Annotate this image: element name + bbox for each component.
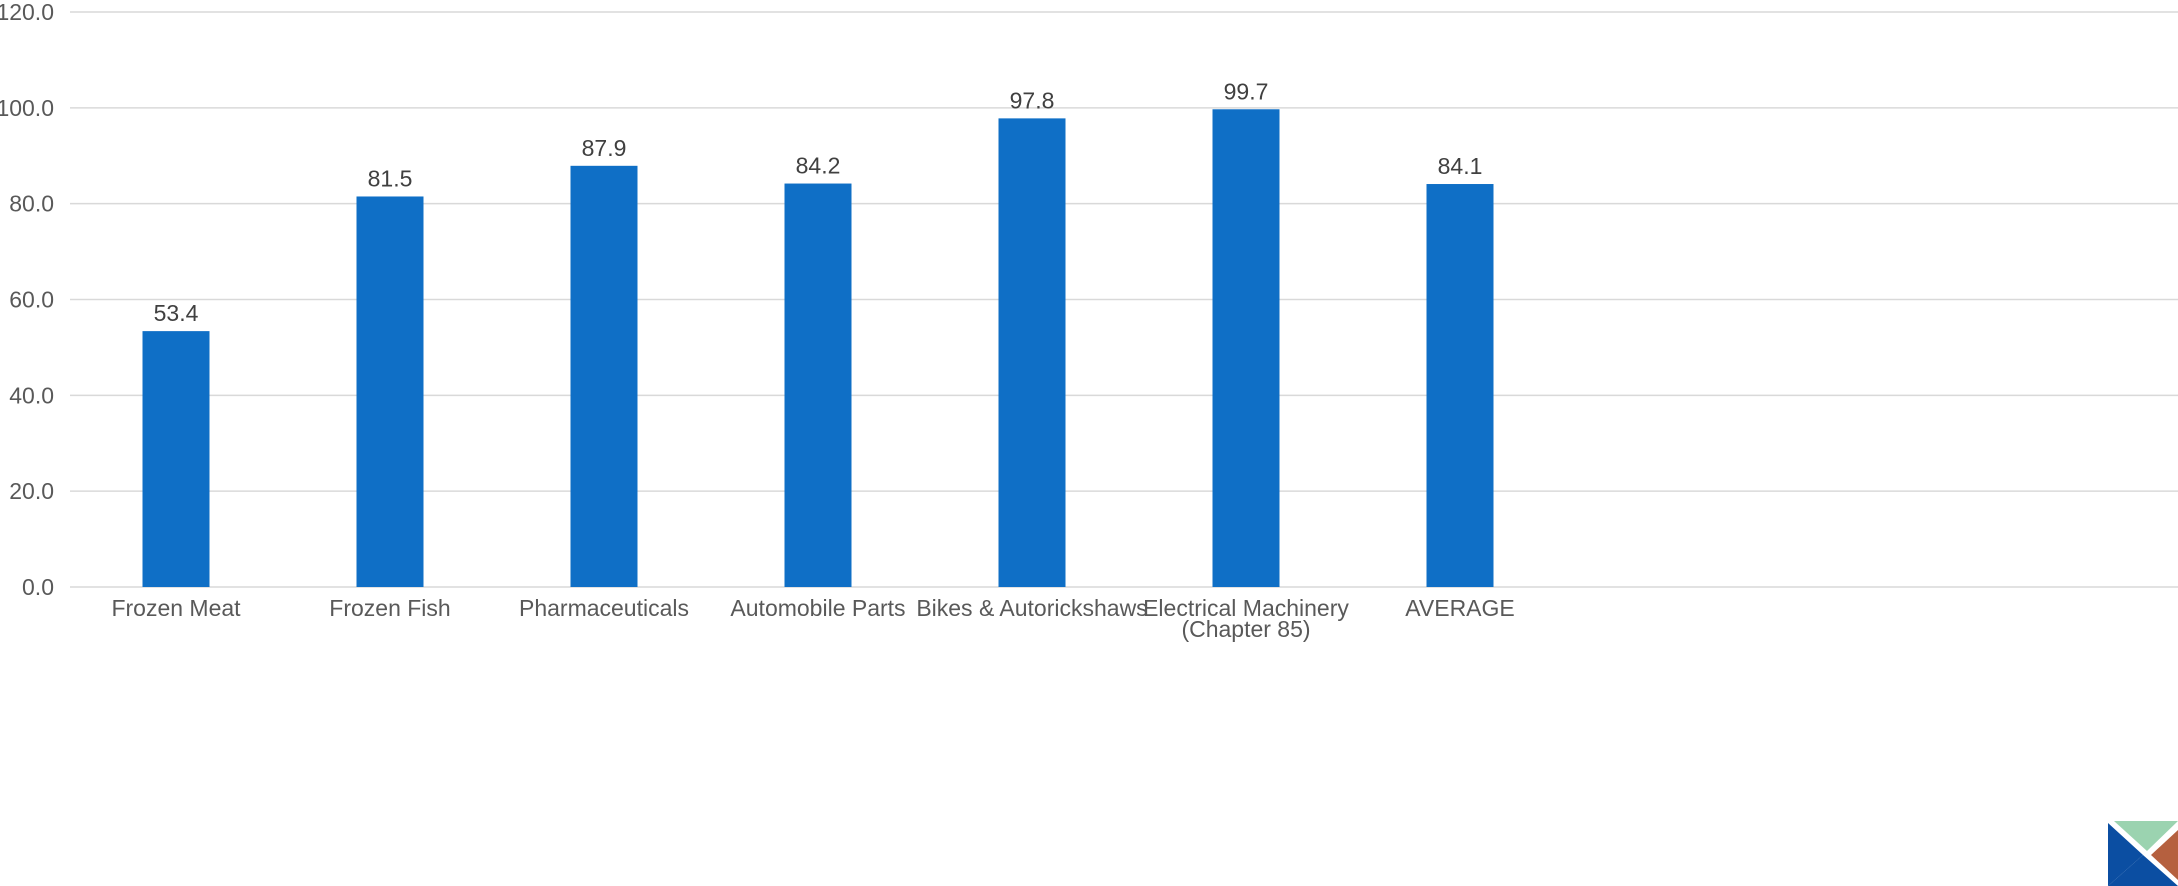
data-label: 99.7 <box>1224 78 1269 104</box>
x-axis-tick-labels: Frozen Meat Frozen Fish Pharmaceuticals Aut… <box>111 595 1514 642</box>
x-tick-label: Frozen Meat <box>111 595 241 621</box>
logo-blue-left <box>2108 823 2143 886</box>
y-tick-label: 60.0 <box>9 287 54 313</box>
bar <box>570 165 638 587</box>
bar <box>1212 109 1280 587</box>
y-tick-label: 100.0 <box>0 95 54 121</box>
bar <box>142 331 210 587</box>
x-tick-label: Pharmaceuticals <box>519 595 689 621</box>
x-tick-label-line: Bikes & Autorickshaws <box>916 595 1147 621</box>
x-tick-label-line: AVERAGE <box>1405 595 1515 621</box>
x-tick-label: AVERAGE <box>1405 595 1515 621</box>
logo-green-top <box>2114 821 2178 851</box>
bar <box>1426 184 1494 588</box>
y-tick-label: 20.0 <box>9 478 54 504</box>
logo-brown-right <box>2151 830 2178 880</box>
x-tick-label-line: Frozen Meat <box>111 595 241 621</box>
bar <box>784 183 852 587</box>
x-tick-label-line: Electrical Machinery <box>1143 595 1349 621</box>
y-tick-label: 80.0 <box>9 191 54 217</box>
x-tick-label-line: (Chapter 85) <box>1181 616 1310 642</box>
x-tick-label-line: Frozen Fish <box>329 595 450 621</box>
x-tick-label: Bikes & Autorickshaws <box>916 595 1147 621</box>
data-label: 81.5 <box>368 165 413 191</box>
x-tick-label: Electrical Machinery (Chapter 85) <box>1143 595 1349 642</box>
data-label: 84.1 <box>1438 153 1483 179</box>
x-tick-label-line: Pharmaceuticals <box>519 595 689 621</box>
bars <box>142 109 1494 588</box>
data-label: 53.4 <box>154 300 199 326</box>
data-label: 87.9 <box>582 135 627 161</box>
y-axis-tick-labels: 0.0 20.0 40.0 60.0 80.0 100.0 120.0 <box>0 0 54 600</box>
x-tick-label: Automobile Parts <box>730 595 905 621</box>
y-tick-label: 0.0 <box>22 574 54 600</box>
y-tick-label: 40.0 <box>9 382 54 408</box>
logo-blue-bottom <box>2108 855 2178 886</box>
x-tick-label: Frozen Fish <box>329 595 450 621</box>
y-tick-label: 120.0 <box>0 0 54 25</box>
corner-logo-icon <box>2108 821 2178 886</box>
x-tick-label-line: Automobile Parts <box>730 595 905 621</box>
data-label: 84.2 <box>796 153 841 179</box>
data-labels: 53.4 81.5 87.9 84.2 97.8 99.7 84.1 <box>154 78 1483 326</box>
bar <box>356 196 424 587</box>
data-label: 97.8 <box>1010 87 1055 113</box>
bar <box>998 118 1066 587</box>
